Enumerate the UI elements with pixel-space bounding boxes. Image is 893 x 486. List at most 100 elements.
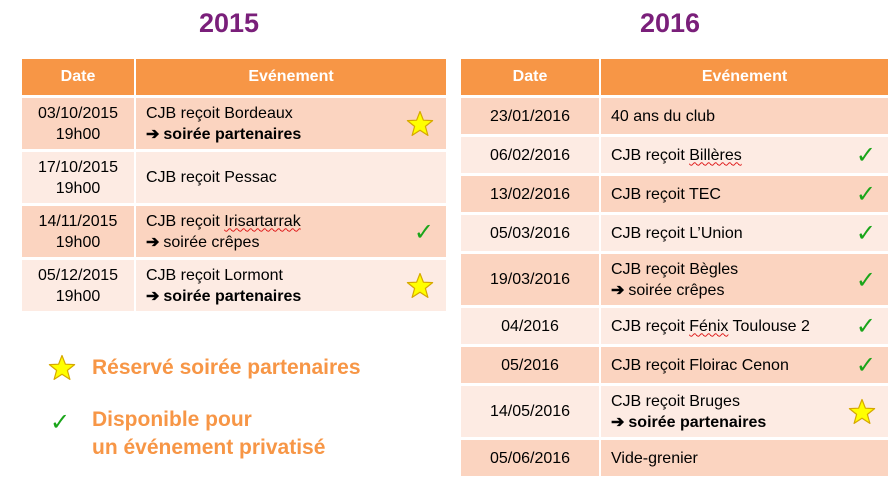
date-cell: 13/02/2016 [461,176,601,212]
table-row: 05/03/2016 CJB reçoit L’Union ✓ [461,215,888,251]
event-title: CJB reçoit Lormont [146,266,283,284]
star-icon [406,110,434,136]
event-cell: CJB reçoit Irisartarrak ➔ soirée crêpes ✓ [136,206,446,257]
table-row: 23/01/2016 40 ans du club [461,98,888,134]
check-icon: ✓ [855,351,876,379]
time-value: 19h00 [55,233,101,251]
star-icon [48,354,76,380]
event-title: CJB reçoit Floirac Cenon [611,356,789,374]
date-value: 03/10/2015 [37,104,119,122]
check-icon: ✓ [855,141,876,169]
event-subtitle: ➔ soirée crêpes [611,280,888,301]
check-icon: ✓ [855,265,876,294]
arrow-right-icon: ➔ [146,287,160,305]
table-row: 17/10/2015 19h00 CJB reçoit Pessac [22,152,446,203]
table-row: 06/02/2016 CJB reçoit Billères ✓ [461,137,888,173]
mark-slot [406,110,434,138]
table-row: 19/03/2016 CJB reçoit Bègles ➔ soirée crêpe… [461,254,888,305]
table-row: 13/02/2016 CJB reçoit TEC ✓ [461,176,888,212]
date-column-header: Date [461,59,601,95]
year-title-2015: 2015 [199,8,260,38]
date-cell: 05/2016 [461,347,601,383]
date-value: 14/11/2015 [38,212,118,230]
arrow-right-icon: ➔ [611,413,625,431]
table-row: 04/2016 CJB reçoit Fénix Toulouse 2 ✓ [461,308,888,344]
event-title: Vide-grenier [611,449,698,467]
table-header-row: Date Evénement [461,59,888,95]
date-cell: 14/05/2016 [461,386,601,437]
date-value: 13/02/2016 [489,185,571,203]
event-title: CJB reçoit Fénix Toulouse 2 [611,317,810,335]
event-subtitle-text: soirée crêpes [163,233,260,251]
date-value: 14/05/2016 [489,403,571,420]
legend-check-line1: Disponible pour [92,408,252,431]
event-title: 40 ans du club [611,107,716,125]
date-value: 17/10/2015 [37,158,119,176]
check-icon: ✓ [413,217,434,246]
star-icon [406,272,434,298]
event-cell: CJB reçoit Fénix Toulouse 2 ✓ [601,308,888,344]
date-cell: 19/03/2016 [461,254,601,305]
event-subtitle-text: soirée partenaires [163,125,302,143]
table-row: 05/06/2016 Vide-grenier [461,440,888,476]
check-icon: ✓ [855,219,876,247]
event-cell: 40 ans du club [601,98,888,134]
event-title: CJB reçoit TEC [611,185,721,203]
event-cell: CJB reçoit Pessac [136,152,446,203]
date-value: 05/06/2016 [489,449,571,467]
table-row: 05/2016 CJB reçoit Floirac Cenon ✓ [461,347,888,383]
event-title: CJB reçoit Billères [611,146,742,164]
date-cell: 14/11/2015 19h00 [22,206,136,257]
event-title: CJB reçoit Bègles [611,260,739,278]
date-value: 05/12/2015 [37,266,119,284]
legend-check-line2: un événement privatisé [92,436,326,459]
events-table-2015: Date Evénement 03/10/2015 19h00 CJB reçoit… [22,56,446,314]
event-subtitle-text: soirée crêpes [628,281,725,299]
star-icon [848,398,876,424]
event-column-header: Evénement [136,59,446,95]
event-column-header: Evénement [601,59,888,95]
event-title: CJB reçoit Bruges [611,392,740,410]
year-title-2016: 2016 [640,8,701,38]
date-cell: 05/12/2015 19h00 [22,260,136,311]
date-column-header: Date [22,59,136,95]
time-value: 19h00 [55,287,101,305]
event-title: CJB reçoit Irisartarrak [146,212,301,230]
spellcheck-word: Fénix [689,317,729,335]
date-value: 05/2016 [501,356,559,374]
event-subtitle: ➔ soirée partenaires [146,124,446,145]
check-icon: ✓ [50,408,71,436]
event-title: CJB reçoit Bordeaux [146,104,293,122]
date-cell: 06/02/2016 [461,137,601,173]
date-value: 19/03/2016 [489,271,571,288]
event-cell: CJB reçoit L’Union ✓ [601,215,888,251]
event-subtitle-text: soirée partenaires [163,287,302,305]
event-subtitle: ➔ soirée crêpes [146,232,446,253]
check-icon: ✓ [855,180,876,208]
date-value: 23/01/2016 [489,107,571,125]
event-cell: CJB reçoit Billères ✓ [601,137,888,173]
event-title: CJB reçoit L’Union [611,224,743,242]
legend-check-label: Disponible pour un événement privatisé [92,406,325,462]
table-row: 14/11/2015 19h00 CJB reçoit Irisartarrak ➔ s… [22,206,446,257]
date-cell: 23/01/2016 [461,98,601,134]
time-value: 19h00 [55,125,101,143]
event-subtitle-text: soirée partenaires [628,413,767,431]
event-cell: CJB reçoit Bruges ➔ soirée partenaires [601,386,888,437]
table-header-row: Date Evénement [22,59,446,95]
legend-star-label: Réservé soirée partenaires [92,356,361,379]
date-value: 04/2016 [501,317,559,335]
events-table-2016: Date Evénement 23/01/2016 40 ans du club 0… [461,56,888,479]
date-cell: 03/10/2015 19h00 [22,98,136,149]
arrow-right-icon: ➔ [146,125,160,143]
event-cell: CJB reçoit Floirac Cenon ✓ [601,347,888,383]
event-cell: CJB reçoit TEC ✓ [601,176,888,212]
date-cell: 04/2016 [461,308,601,344]
spellcheck-word: Irisartarrak [224,212,301,230]
event-cell: Vide-grenier [601,440,888,476]
event-title: CJB reçoit Pessac [146,169,277,186]
mark-slot [406,272,434,300]
event-cell: CJB reçoit Bordeaux ➔ soirée partenaires [136,98,446,149]
event-subtitle: ➔ soirée partenaires [146,286,446,307]
date-cell: 05/03/2016 [461,215,601,251]
